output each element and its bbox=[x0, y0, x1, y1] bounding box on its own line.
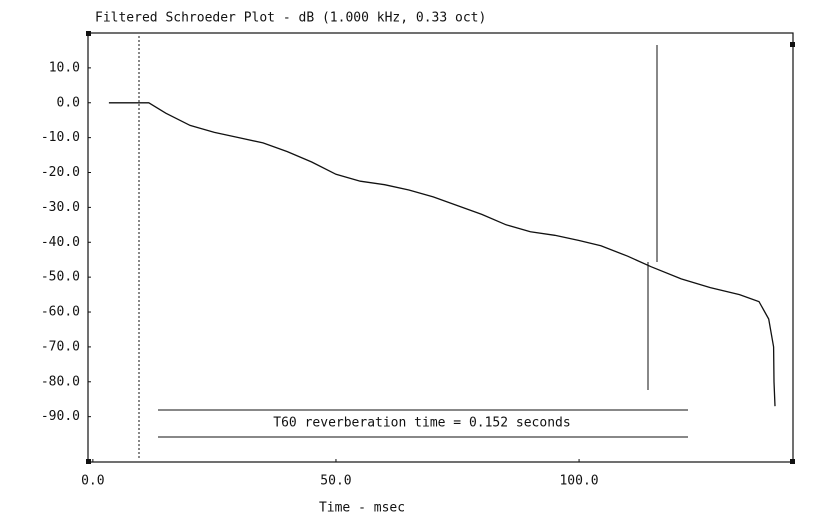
x-tick-label: 50.0 bbox=[320, 474, 351, 489]
y-tick-label: -80.0 bbox=[41, 374, 80, 389]
y-tick-label: -20.0 bbox=[41, 165, 80, 180]
chart-title: Filtered Schroeder Plot - dB (1.000 kHz,… bbox=[95, 11, 486, 26]
corner bbox=[790, 459, 795, 464]
y-tick-label: -60.0 bbox=[41, 305, 80, 320]
y-tick-label: 0.0 bbox=[57, 95, 80, 110]
corner bbox=[86, 31, 91, 36]
decay-curve bbox=[108, 102, 776, 407]
corner bbox=[790, 42, 795, 47]
y-tick-label: -70.0 bbox=[41, 339, 80, 354]
plot-frame bbox=[87, 32, 794, 463]
y-tick-label: -30.0 bbox=[41, 200, 80, 215]
y-tick-label: 10.0 bbox=[49, 60, 80, 75]
y-tick-label: -50.0 bbox=[41, 270, 80, 285]
x-axis-label: Time - msec bbox=[319, 501, 405, 516]
x-tick-label: 100.0 bbox=[559, 474, 598, 489]
y-tick-label: -10.0 bbox=[41, 130, 80, 145]
corner bbox=[86, 459, 91, 464]
x-tick-label: 0.0 bbox=[81, 474, 104, 489]
y-tick-label: -90.0 bbox=[41, 409, 80, 424]
y-tick-label: -40.0 bbox=[41, 235, 80, 250]
annotation: T60 reverberation time = 0.152 seconds bbox=[273, 416, 570, 431]
